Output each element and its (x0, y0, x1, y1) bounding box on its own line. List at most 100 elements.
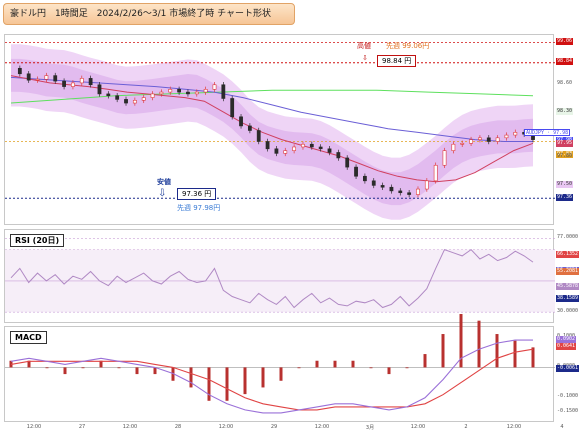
sma-long-line (10, 89, 534, 104)
time-axis: 12:00 27 12:00 28 12:00 29 12:00 3月 12:00 2 12:00 4 (4, 422, 564, 434)
macd-histogram-bar (315, 360, 319, 368)
macd-chart[interactable] (5, 314, 555, 423)
price-scale-label: 98.60 (557, 80, 573, 87)
time-axis-label: 12:00 (314, 424, 330, 430)
candle-body (504, 134, 509, 139)
candle-body (53, 75, 58, 82)
macd-histogram-bar (225, 367, 229, 401)
macd-histogram-bar (513, 340, 517, 368)
candle-body (513, 132, 518, 136)
macd-histogram-bar (405, 367, 409, 369)
rsi-scale-label: 77.0000 (557, 234, 579, 241)
macd-histogram-bar (261, 367, 265, 388)
macd-histogram-bar (297, 367, 301, 369)
macd-histogram-bar (333, 360, 337, 368)
macd-scale: 0.10000.09020.06410.0000-0.0061-0.1000-0… (554, 326, 586, 422)
price-scale-label: 97.83 (556, 150, 574, 158)
candle-body (478, 137, 482, 140)
time-axis-label: 27 (78, 424, 86, 430)
chart-title: 豪ドル円 1時間足 2024/2/26〜3/1 市場終了時 チャート形状 (3, 3, 295, 25)
high-label: 高値 (357, 42, 371, 50)
macd-histogram-bar (189, 367, 193, 388)
low-arrow-icon: ⇩ (158, 188, 167, 199)
macd-scale-label: -0.1500 (557, 408, 579, 415)
candle-body (168, 89, 173, 93)
candle-body (106, 93, 111, 97)
macd-label: MACD (10, 331, 47, 344)
sma-mid-line (10, 76, 533, 142)
macd-scale-label: 0.0902 (556, 335, 577, 343)
candle-body (451, 143, 456, 151)
high-arrow-icon: ⇩ (362, 54, 368, 62)
time-axis-label: 2 (464, 424, 468, 430)
macd-histogram-bar (117, 367, 121, 369)
candle-body (362, 175, 367, 182)
candle-body (407, 192, 412, 195)
candle-body (292, 146, 297, 151)
candle-body (62, 80, 66, 87)
price-scale-label: 97.80 (557, 153, 573, 160)
high-price-box: 98.84 円 (377, 55, 417, 67)
price-scale: 99.0698.8498.6098.3097.9897.9597.8397.80… (524, 34, 586, 225)
macd-histogram-bar (153, 367, 157, 375)
macd-scale-label: -0.0061 (556, 364, 580, 372)
time-axis-label: 12:00 (26, 424, 42, 430)
signal-line (10, 348, 534, 411)
candle-body (194, 91, 199, 95)
macd-line (10, 339, 533, 414)
candle-body (221, 84, 226, 99)
candle-body (354, 166, 358, 177)
price-scale-label: 98.30 (556, 107, 574, 115)
low-price-box: 97.36 円 (177, 188, 217, 200)
macd-histogram-bar (459, 314, 463, 368)
macd-histogram-bar (531, 347, 535, 368)
candle-body (336, 152, 341, 159)
rsi-scale-label: 38.1589 (556, 294, 580, 302)
candle-body (460, 143, 465, 145)
candle-body (88, 78, 93, 86)
candle-body (345, 157, 350, 168)
price-scale-label: 97.36 (556, 193, 574, 201)
rsi-chart[interactable] (5, 230, 555, 324)
high-prev-label: 先週 99.06円 (386, 42, 430, 50)
low-label: 安値 (157, 178, 171, 186)
macd-histogram-bar (423, 354, 427, 368)
rsi-panel[interactable]: RSI (20日) (4, 229, 555, 324)
rsi-scale-label: 55.2081 (556, 268, 580, 276)
candle-body (230, 98, 235, 118)
candle-body (380, 185, 385, 188)
candle-body (424, 180, 429, 190)
macd-histogram-bar (27, 360, 31, 368)
macd-histogram-bar (99, 360, 103, 368)
time-axis-label: 4 (560, 424, 564, 430)
bollinger-inner-band (11, 58, 533, 206)
time-axis-label: 12:00 (122, 424, 138, 430)
candle-body (398, 190, 403, 194)
macd-histogram-bar (351, 360, 355, 368)
candle-body (203, 89, 208, 93)
macd-panel[interactable]: MACD (4, 314, 555, 423)
candle-body (301, 143, 305, 148)
price-chart-panel[interactable]: 高値 先週 99.06円 ⇩ 98.84 円 安値 ⇩ 97.36 円 先週 9… (4, 34, 555, 226)
candle-body (239, 116, 243, 127)
price-chart[interactable] (5, 35, 555, 226)
time-axis-label: 3月 (365, 425, 375, 431)
candle-body (186, 91, 190, 95)
macd-histogram-bar (495, 334, 499, 368)
candle-body (247, 125, 252, 131)
macd-scale-label: -0.1000 (557, 393, 579, 400)
candle-body (371, 180, 376, 186)
candle-body (442, 150, 447, 166)
symbol-tag: AUDJPY · 97.98 (524, 129, 571, 137)
candle-body (274, 148, 279, 154)
macd-histogram-bar (45, 367, 49, 369)
candle-body (469, 139, 473, 144)
macd-histogram-bar (387, 367, 391, 375)
rsi-label: RSI (20日) (10, 234, 65, 247)
candle-body (71, 82, 75, 87)
rsi-scale-label: 30.0000 (557, 307, 579, 314)
macd-histogram-bar (207, 367, 211, 401)
candle-body (389, 186, 394, 192)
macd-scale-label: 0.0641 (556, 343, 577, 351)
rsi-scale: 77.000066.135256.225155.208145.587838.15… (554, 229, 586, 323)
